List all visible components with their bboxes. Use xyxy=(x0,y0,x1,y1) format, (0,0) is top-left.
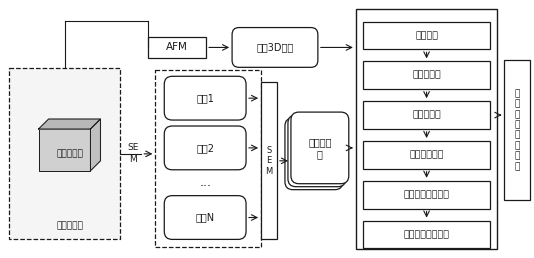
Text: 位置2: 位置2 xyxy=(196,143,214,153)
Bar xyxy=(363,181,490,208)
Bar xyxy=(505,60,530,200)
Text: 标准3D模型: 标准3D模型 xyxy=(256,43,294,52)
Text: 对应点坐标系统一: 对应点坐标系统一 xyxy=(404,190,450,199)
Text: ...: ... xyxy=(199,176,211,189)
FancyBboxPatch shape xyxy=(291,112,349,184)
Text: 已
标
定
的
系
统
参
数: 已 标 定 的 系 统 参 数 xyxy=(515,89,520,171)
Bar xyxy=(363,22,490,50)
Bar xyxy=(155,70,261,247)
Text: 平面标定块: 平面标定块 xyxy=(56,221,83,230)
Bar xyxy=(363,61,490,89)
Polygon shape xyxy=(38,119,100,129)
FancyBboxPatch shape xyxy=(232,28,318,67)
Text: SE: SE xyxy=(128,143,139,152)
Text: 图像矫正: 图像矫正 xyxy=(415,31,438,40)
Text: 对应点匹配: 对应点匹配 xyxy=(412,111,441,119)
Text: 空间直线方程计算: 空间直线方程计算 xyxy=(404,230,450,239)
Text: 特征点提取: 特征点提取 xyxy=(412,71,441,80)
Text: AFM: AFM xyxy=(166,43,188,52)
Text: 多幅电子
像: 多幅电子 像 xyxy=(308,137,332,159)
Text: M: M xyxy=(129,155,137,164)
FancyBboxPatch shape xyxy=(164,126,246,170)
FancyBboxPatch shape xyxy=(288,115,346,187)
Bar xyxy=(363,141,490,169)
FancyBboxPatch shape xyxy=(164,196,246,239)
FancyBboxPatch shape xyxy=(164,76,246,120)
Text: S
E
M: S E M xyxy=(265,146,273,176)
Bar xyxy=(9,68,120,239)
Bar xyxy=(261,82,277,239)
Text: 位置N: 位置N xyxy=(195,213,215,222)
Text: 运动参数确定: 运动参数确定 xyxy=(410,150,444,159)
Text: 平面标定块: 平面标定块 xyxy=(56,149,83,158)
Bar xyxy=(38,129,90,171)
FancyBboxPatch shape xyxy=(285,118,343,190)
Bar xyxy=(363,221,490,248)
Bar xyxy=(363,101,490,129)
Bar xyxy=(148,36,206,58)
Text: 位置1: 位置1 xyxy=(196,93,214,103)
Polygon shape xyxy=(90,119,100,171)
Bar xyxy=(356,9,497,249)
